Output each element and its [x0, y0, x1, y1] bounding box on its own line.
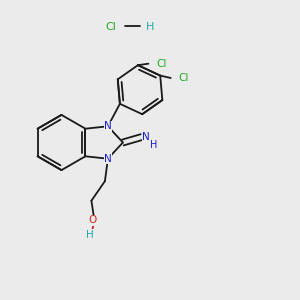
Text: N: N: [104, 121, 112, 131]
Text: H: H: [146, 22, 154, 32]
Text: Cl: Cl: [178, 73, 189, 83]
Text: N: N: [142, 132, 150, 142]
Text: H: H: [86, 230, 94, 240]
Text: N: N: [104, 154, 112, 164]
Text: H: H: [150, 140, 157, 151]
Text: O: O: [89, 215, 97, 225]
Text: Cl: Cl: [156, 59, 166, 69]
Text: Cl: Cl: [106, 22, 116, 32]
